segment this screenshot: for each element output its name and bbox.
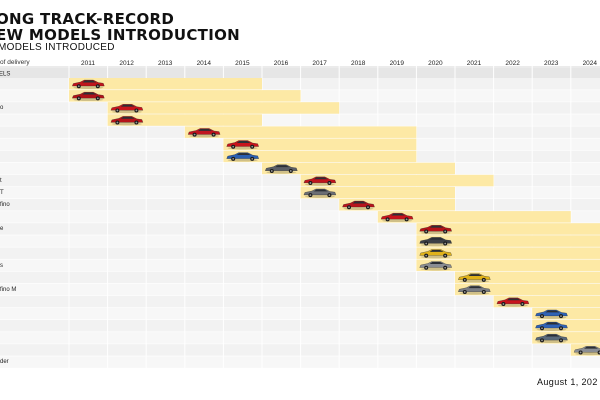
delivery-column-label: of delivery bbox=[0, 59, 30, 66]
timeline-bar bbox=[455, 271, 600, 284]
page-title-line-1: ONG TRACK-RECORD bbox=[0, 10, 175, 28]
timeline-bar bbox=[339, 199, 455, 211]
timeline-bar bbox=[300, 174, 494, 187]
timeline-bar bbox=[223, 150, 417, 163]
row-label: s bbox=[0, 262, 3, 269]
row-background bbox=[0, 235, 600, 247]
year-label: 2015 bbox=[235, 60, 250, 67]
row-background bbox=[0, 344, 600, 356]
row-background bbox=[0, 271, 600, 284]
row-background bbox=[0, 211, 600, 223]
timeline-bar bbox=[69, 78, 262, 90]
row-background bbox=[0, 332, 600, 344]
car-icon bbox=[110, 116, 144, 126]
car-icon bbox=[573, 346, 600, 356]
row-background bbox=[0, 186, 600, 199]
row-background bbox=[0, 199, 600, 211]
timeline-bar bbox=[416, 259, 600, 271]
timeline-bar bbox=[300, 186, 455, 199]
car-icon bbox=[496, 297, 530, 307]
row-label: t bbox=[0, 177, 2, 184]
year-label: 2016 bbox=[273, 60, 289, 67]
timeline-bar bbox=[223, 138, 417, 150]
car-icon bbox=[535, 309, 568, 319]
car-icon bbox=[380, 212, 414, 223]
timeline-bar bbox=[416, 223, 600, 235]
section-band bbox=[0, 68, 600, 78]
row-label: fino M bbox=[0, 286, 17, 293]
car-icon bbox=[110, 104, 144, 114]
section-label: ELS bbox=[0, 72, 10, 78]
row-label: T bbox=[0, 189, 4, 196]
year-label: 2019 bbox=[389, 60, 405, 67]
year-label: 2022 bbox=[505, 60, 520, 67]
year-label: 2020 bbox=[428, 60, 443, 67]
timeline-bar bbox=[455, 283, 600, 296]
car-icon bbox=[535, 333, 568, 344]
row-background bbox=[0, 307, 600, 320]
row-label: der bbox=[0, 359, 9, 366]
timeline-bar bbox=[107, 114, 262, 126]
car-icon bbox=[419, 261, 452, 271]
car-icon bbox=[72, 79, 105, 89]
timeline-bar bbox=[262, 162, 455, 175]
car-icon bbox=[187, 128, 221, 138]
year-label: 2021 bbox=[466, 60, 482, 67]
year-label: 2014 bbox=[196, 60, 212, 67]
car-icon bbox=[458, 285, 491, 295]
footer-date: August 1, 202 bbox=[537, 377, 598, 387]
page-title-line-2: EW MODELS INTRODUCTION bbox=[0, 26, 240, 44]
timeline-bar bbox=[416, 235, 600, 247]
row-label: fino bbox=[0, 202, 10, 208]
timeline-bar bbox=[377, 211, 571, 223]
row-background bbox=[0, 283, 600, 296]
year-label: 2012 bbox=[119, 60, 134, 67]
row-background bbox=[0, 174, 600, 187]
row-label: e bbox=[0, 226, 4, 233]
car-icon bbox=[226, 140, 259, 150]
row-background bbox=[0, 247, 600, 259]
car-icon bbox=[419, 237, 452, 247]
car-icon bbox=[419, 225, 452, 235]
car-icon bbox=[458, 273, 491, 283]
timeline-bar bbox=[416, 247, 600, 259]
row-background bbox=[0, 114, 600, 126]
row-background bbox=[0, 259, 600, 271]
car-icon bbox=[419, 249, 452, 259]
timeline-bar bbox=[184, 126, 417, 138]
row-background bbox=[0, 320, 600, 332]
row-background bbox=[0, 78, 600, 90]
row-background bbox=[0, 295, 600, 308]
car-icon bbox=[342, 200, 375, 210]
year-label: 2017 bbox=[312, 60, 327, 67]
car-icon bbox=[265, 164, 298, 174]
row-background bbox=[0, 356, 600, 368]
page-subtitle: MODELS INTRODUCED bbox=[0, 42, 115, 53]
year-label: 2024 bbox=[582, 60, 598, 67]
year-label: 2013 bbox=[157, 60, 173, 67]
row-background bbox=[0, 223, 600, 235]
car-icon bbox=[226, 152, 259, 162]
year-label: 2018 bbox=[350, 60, 366, 67]
timeline-bar bbox=[493, 295, 600, 308]
car-icon bbox=[303, 188, 337, 198]
year-label: 2023 bbox=[543, 60, 559, 67]
car-icon bbox=[535, 321, 568, 331]
timeline-bar bbox=[107, 102, 340, 114]
timeline-bar bbox=[69, 90, 301, 102]
car-icon bbox=[72, 92, 105, 102]
year-label: 2011 bbox=[81, 60, 95, 67]
row-label: o bbox=[0, 105, 4, 112]
car-icon bbox=[303, 176, 337, 186]
